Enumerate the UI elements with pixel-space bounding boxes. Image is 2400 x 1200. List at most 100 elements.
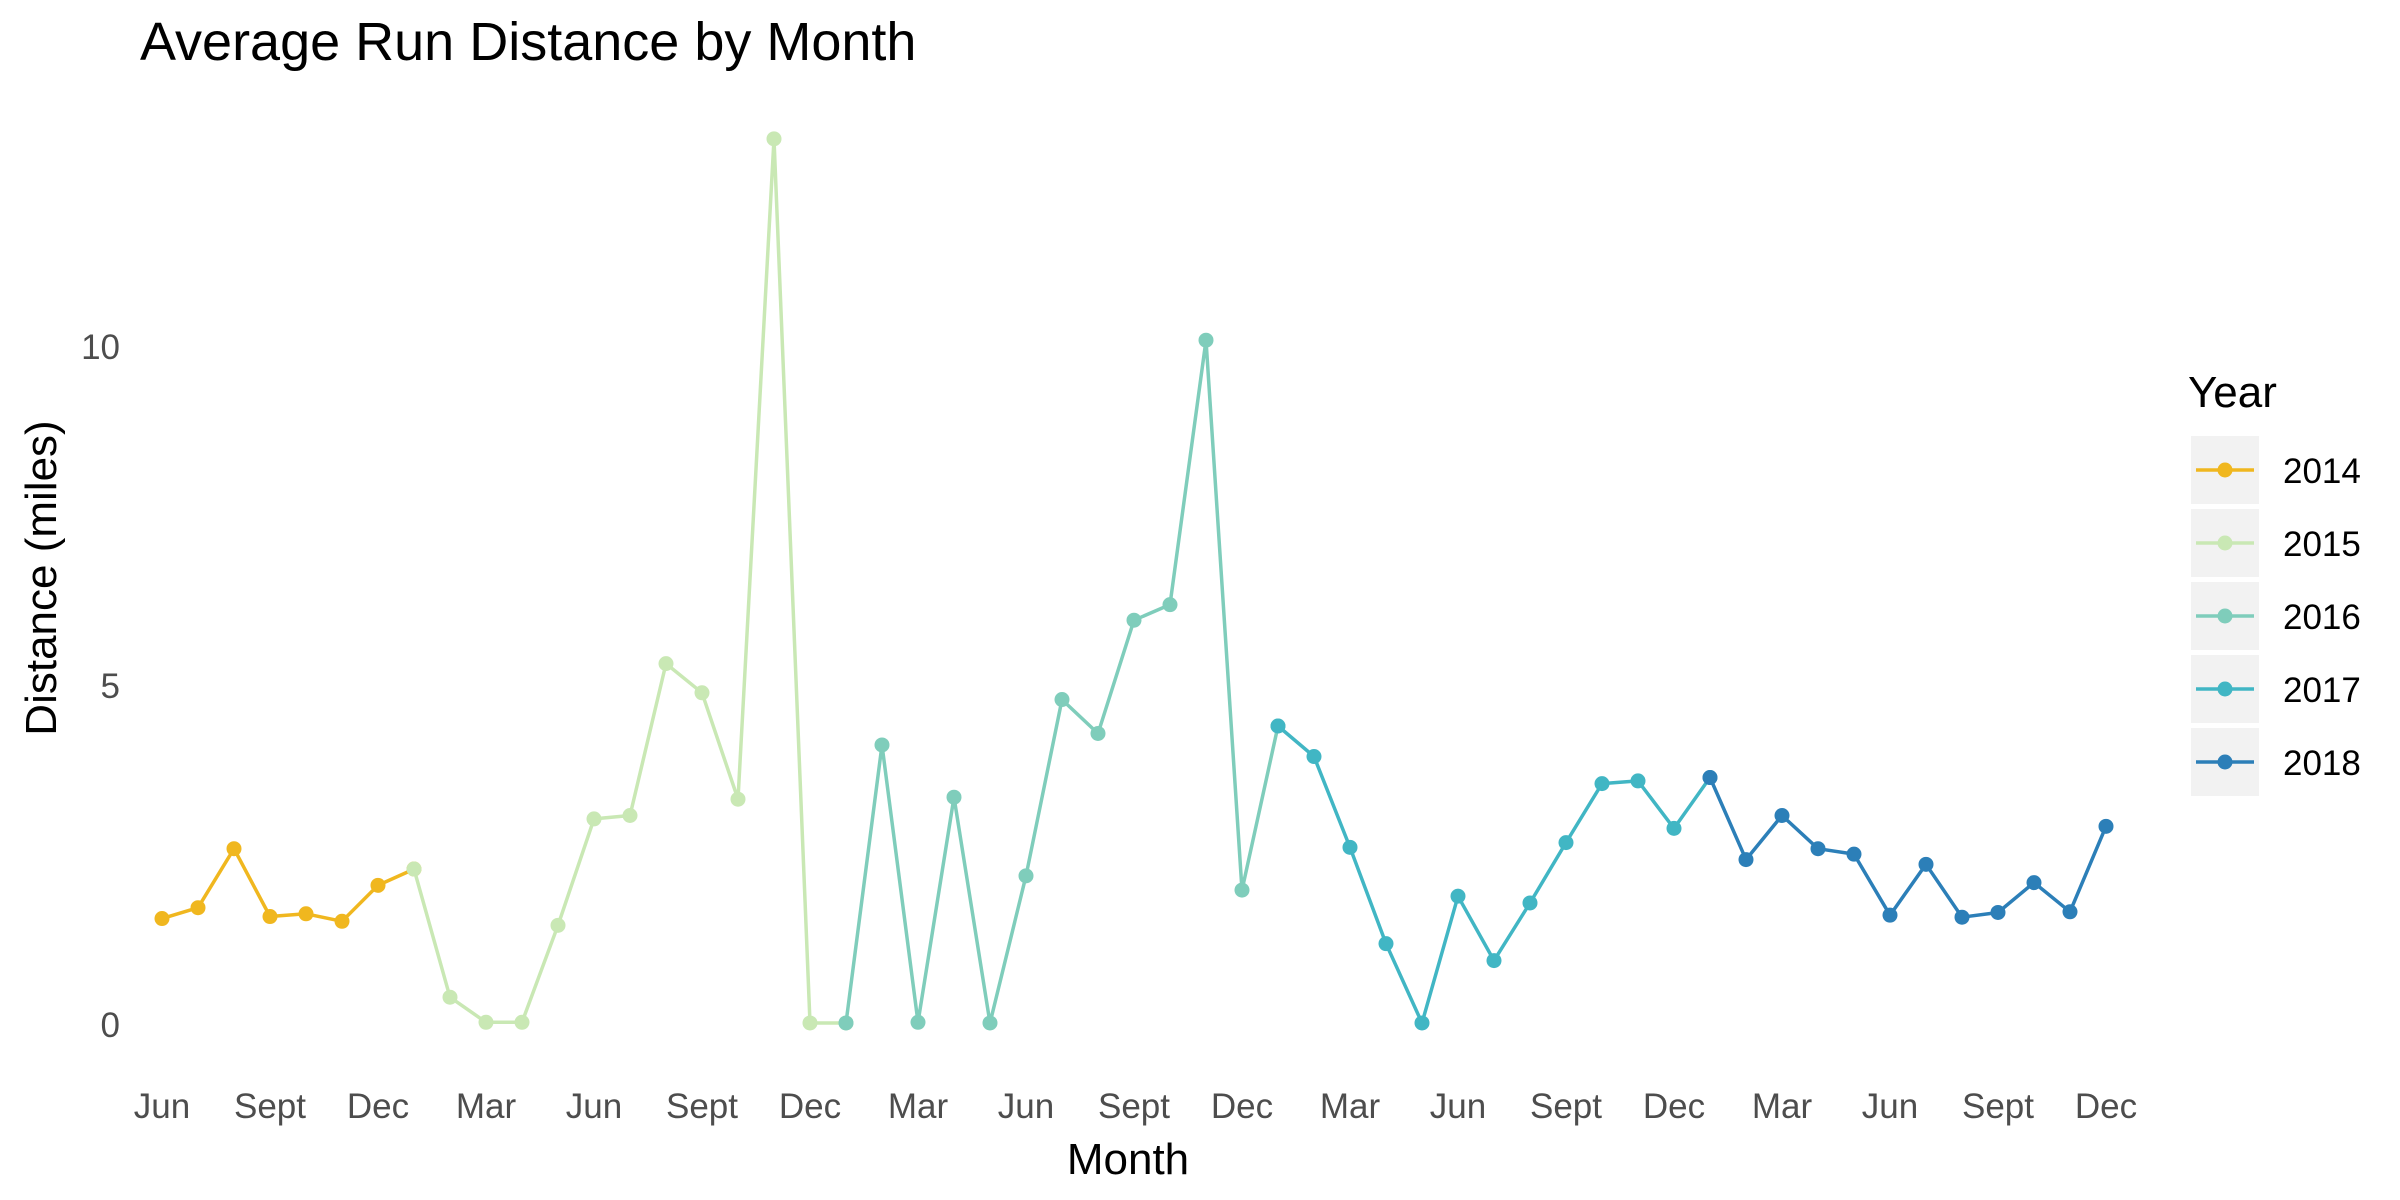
data-point	[1270, 718, 1286, 734]
data-point	[1378, 936, 1394, 952]
x-tick-label: Dec	[779, 1087, 841, 1126]
series-2014	[154, 841, 422, 929]
y-axis-ticks: 0 5 10	[81, 328, 120, 1045]
x-tick-label: Dec	[347, 1087, 409, 1126]
legend-key-point	[2217, 681, 2233, 697]
x-tick-label: Sept	[1098, 1087, 1170, 1126]
data-point	[1702, 770, 1718, 786]
chart-title: Average Run Distance by Month	[140, 12, 916, 72]
x-tick-label: Dec	[1211, 1087, 1273, 1126]
data-point	[910, 1014, 926, 1030]
legend-key-point	[2217, 754, 2233, 770]
series-2017	[1270, 718, 1718, 1031]
data-point	[298, 906, 314, 922]
data-point	[1342, 839, 1358, 855]
data-point	[1774, 807, 1790, 823]
data-point	[1954, 909, 1970, 925]
x-tick-label: Dec	[2075, 1087, 2137, 1126]
data-point	[1738, 852, 1754, 868]
y-axis-title: Distance (miles)	[17, 420, 66, 735]
data-point	[442, 989, 458, 1005]
data-point	[982, 1015, 998, 1031]
data-point	[1882, 907, 1898, 923]
data-point	[478, 1014, 494, 1030]
x-tick-label: Sept	[666, 1087, 738, 1126]
x-tick-label: Sept	[1962, 1087, 2034, 1126]
data-point	[1666, 820, 1682, 836]
data-point	[2062, 904, 2078, 920]
series-2015	[406, 131, 854, 1031]
data-point	[1486, 953, 1502, 969]
y-tick-label: 10	[81, 328, 120, 367]
x-tick-label: Mar	[888, 1087, 949, 1126]
data-point	[1306, 749, 1322, 765]
legend-item-2014: 2014	[2191, 436, 2361, 504]
data-point	[334, 913, 350, 929]
series-2018	[1702, 770, 2114, 925]
series-line	[1708, 776, 2108, 919]
data-point	[1522, 895, 1538, 911]
data-point	[1630, 773, 1646, 789]
x-tick-label: Jun	[1862, 1087, 1918, 1126]
data-point	[2026, 875, 2042, 891]
series-line	[161, 846, 415, 924]
x-tick-label: Dec	[1643, 1087, 1705, 1126]
legend-key-point	[2217, 535, 2233, 551]
data-point	[1846, 846, 1862, 862]
legend-title: Year	[2188, 368, 2277, 417]
legend-key-point	[2217, 608, 2233, 624]
series-line	[1276, 724, 1712, 1025]
legend-label: 2018	[2283, 744, 2361, 783]
data-point	[838, 1015, 854, 1031]
series-2016	[838, 332, 1286, 1031]
data-point	[226, 841, 242, 857]
data-point	[154, 911, 170, 927]
data-point	[1126, 612, 1142, 628]
data-point	[1054, 692, 1070, 708]
x-tick-label: Sept	[234, 1087, 306, 1126]
data-point	[766, 131, 782, 147]
legend-label: 2015	[2283, 525, 2361, 564]
data-point	[1414, 1015, 1430, 1031]
y-tick-label: 0	[101, 1006, 120, 1045]
series-layer	[154, 131, 2114, 1031]
series-line	[412, 137, 846, 1025]
data-point	[730, 791, 746, 807]
data-point	[1018, 868, 1034, 884]
data-point	[874, 737, 890, 753]
legend-label: 2016	[2283, 598, 2361, 637]
data-point	[550, 917, 566, 933]
data-point	[802, 1015, 818, 1031]
data-point	[946, 789, 962, 805]
y-tick-label: 5	[101, 667, 120, 706]
x-tick-label: Jun	[998, 1087, 1054, 1126]
legend-label: 2017	[2283, 671, 2361, 710]
data-point	[1810, 841, 1826, 857]
x-tick-label: Sept	[1530, 1087, 1602, 1126]
data-point	[1918, 856, 1934, 872]
data-point	[658, 656, 674, 672]
x-axis-title: Month	[1067, 1135, 1189, 1184]
legend-item-2015: 2015	[2191, 509, 2361, 577]
data-point	[262, 909, 278, 925]
x-tick-label: Mar	[1752, 1087, 1813, 1126]
data-point	[1558, 835, 1574, 851]
x-axis-ticks: Jun Sept Dec Mar Jun Sept Dec Mar Jun Sept Dec Mar J…	[134, 1087, 2137, 1126]
data-point	[514, 1014, 530, 1030]
data-point	[586, 811, 602, 827]
x-tick-label: Jun	[134, 1087, 190, 1126]
data-point	[370, 877, 386, 893]
x-tick-label: Mar	[1320, 1087, 1381, 1126]
data-point	[1990, 904, 2006, 920]
legend-key-point	[2217, 462, 2233, 478]
data-point	[694, 685, 710, 701]
data-point	[406, 861, 422, 877]
x-tick-label: Jun	[566, 1087, 622, 1126]
legend-item-2016: 2016	[2191, 582, 2361, 650]
data-point	[1162, 597, 1178, 613]
data-point	[622, 807, 638, 823]
legend-item-2017: 2017	[2191, 655, 2361, 723]
data-point	[1198, 332, 1214, 348]
data-point	[1450, 888, 1466, 904]
